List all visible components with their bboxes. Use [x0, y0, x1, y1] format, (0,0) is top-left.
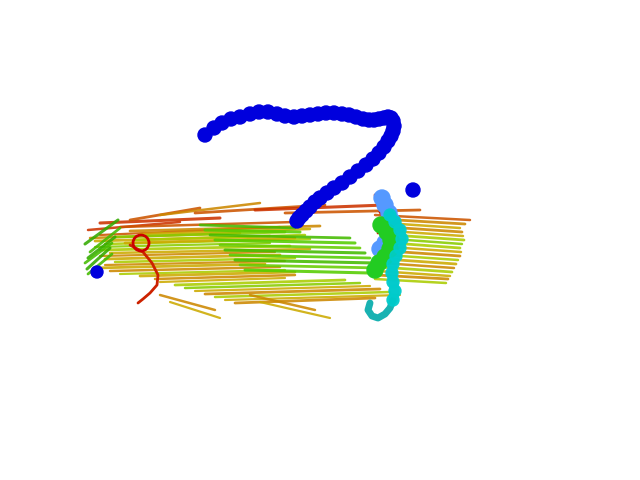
Circle shape: [377, 235, 393, 251]
Circle shape: [295, 109, 309, 123]
Circle shape: [367, 113, 381, 127]
Circle shape: [381, 110, 395, 124]
Circle shape: [389, 216, 401, 228]
Circle shape: [389, 285, 401, 297]
Circle shape: [385, 221, 401, 237]
Circle shape: [396, 233, 408, 245]
Circle shape: [303, 200, 317, 214]
Circle shape: [342, 108, 356, 122]
Circle shape: [233, 110, 247, 124]
Circle shape: [394, 242, 406, 254]
Circle shape: [313, 191, 327, 205]
Circle shape: [387, 119, 401, 133]
Circle shape: [372, 112, 386, 126]
Circle shape: [91, 266, 103, 278]
Circle shape: [384, 111, 398, 125]
Circle shape: [335, 107, 349, 121]
Circle shape: [287, 110, 301, 124]
Circle shape: [387, 294, 399, 306]
Circle shape: [374, 190, 390, 206]
Circle shape: [261, 105, 275, 119]
Circle shape: [343, 170, 357, 184]
Circle shape: [356, 112, 370, 126]
Circle shape: [290, 214, 304, 228]
Circle shape: [215, 116, 229, 130]
Circle shape: [303, 108, 317, 122]
Circle shape: [207, 121, 221, 135]
Circle shape: [382, 229, 398, 245]
Circle shape: [278, 109, 292, 123]
Circle shape: [384, 213, 400, 229]
Circle shape: [366, 152, 380, 166]
Circle shape: [387, 276, 399, 288]
Circle shape: [384, 129, 398, 143]
Circle shape: [394, 224, 406, 236]
Circle shape: [224, 112, 238, 126]
Circle shape: [406, 183, 420, 197]
Circle shape: [387, 258, 399, 270]
Circle shape: [351, 164, 365, 178]
Circle shape: [327, 181, 341, 195]
Circle shape: [270, 107, 284, 121]
Circle shape: [377, 140, 391, 154]
Circle shape: [373, 217, 389, 233]
Circle shape: [377, 111, 391, 125]
Circle shape: [386, 267, 398, 279]
Circle shape: [299, 204, 313, 218]
Circle shape: [384, 209, 396, 221]
Circle shape: [311, 107, 325, 121]
Circle shape: [243, 107, 257, 121]
Circle shape: [382, 241, 398, 257]
Circle shape: [295, 208, 309, 222]
Circle shape: [367, 262, 383, 278]
Circle shape: [386, 114, 400, 128]
Circle shape: [349, 110, 363, 124]
Circle shape: [372, 241, 388, 257]
Circle shape: [327, 106, 341, 120]
Circle shape: [308, 195, 322, 209]
Circle shape: [390, 250, 402, 262]
Circle shape: [383, 232, 399, 248]
Circle shape: [335, 176, 349, 190]
Circle shape: [319, 106, 333, 120]
Circle shape: [371, 255, 387, 271]
Circle shape: [362, 113, 376, 127]
Circle shape: [198, 128, 212, 142]
Circle shape: [377, 249, 393, 265]
Circle shape: [320, 186, 334, 200]
Circle shape: [386, 124, 400, 138]
Circle shape: [377, 197, 393, 213]
Circle shape: [372, 146, 386, 160]
Circle shape: [292, 211, 306, 225]
Circle shape: [381, 205, 397, 221]
Circle shape: [381, 134, 395, 148]
Circle shape: [252, 105, 266, 119]
Circle shape: [359, 158, 373, 172]
Circle shape: [379, 224, 395, 240]
